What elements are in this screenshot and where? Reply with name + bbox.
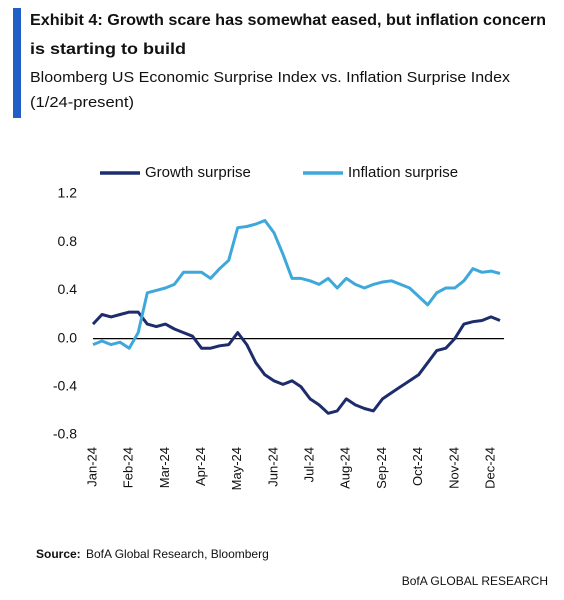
x-tick-label: Feb-24 (121, 447, 136, 488)
source: BofA Global Research, Bloomberg (86, 547, 269, 561)
x-tick-label: Jul-24 (302, 447, 317, 482)
chart-subtitle: (1/24-present) (30, 94, 134, 111)
x-tick-label: Dec-24 (482, 447, 497, 489)
source-label: Source: (36, 547, 81, 561)
x-tick-label: Apr-24 (193, 447, 208, 486)
accent-bar (13, 8, 21, 118)
x-tick-label: Sep-24 (374, 447, 389, 489)
y-tick-label: 0.8 (58, 233, 78, 249)
legend-label: Inflation surprise (348, 164, 458, 181)
x-tick-label: Mar-24 (157, 447, 172, 488)
series-line (91, 310, 501, 415)
x-tick-label: Oct-24 (410, 447, 425, 486)
x-tick-label: May-24 (229, 447, 244, 490)
x-tick-label: Aug-24 (338, 447, 353, 489)
chart-subtitle: Bloomberg US Economic Surprise Index vs.… (30, 69, 511, 86)
footer: BofA GLOBAL RESEARCH (402, 574, 548, 588)
x-tick-label: Jun-24 (265, 447, 280, 487)
legend-label: Growth surprise (145, 164, 251, 181)
chart-title: Exhibit 4: Growth scare has somewhat eas… (30, 12, 546, 29)
y-tick-label: -0.8 (53, 426, 77, 442)
chart-title: is starting to build (30, 41, 186, 58)
y-tick-label: 1.2 (58, 185, 78, 201)
y-tick-label: 0.4 (58, 281, 78, 297)
y-tick-label: 0.0 (58, 329, 78, 345)
y-tick-label: -0.4 (53, 378, 77, 394)
x-tick-label: Nov-24 (446, 447, 461, 489)
series-line (92, 219, 501, 350)
x-tick-label: Jan-24 (84, 447, 99, 487)
